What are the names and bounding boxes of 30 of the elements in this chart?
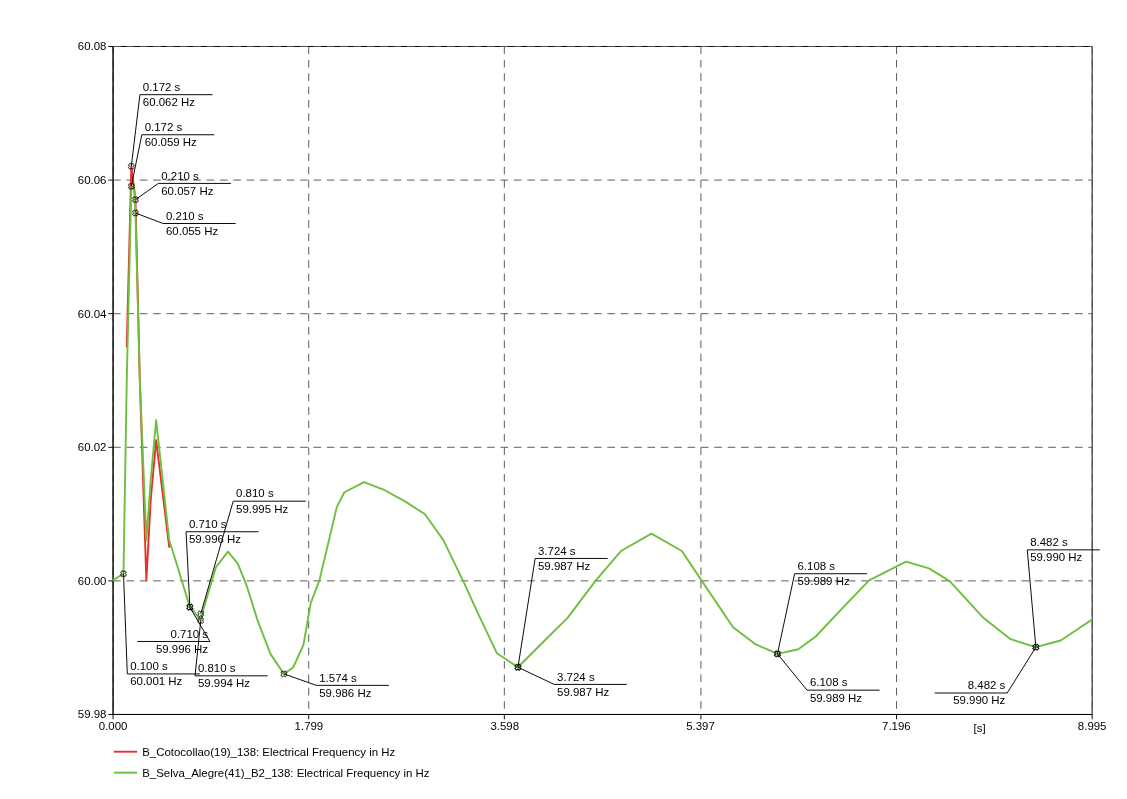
annotation: 8.482 s 59.990 Hz: [953, 679, 1006, 707]
annotation: 6.108 s 59.989 Hz: [797, 559, 850, 588]
annotation: 0.172 s 60.062 Hz: [142, 80, 196, 109]
annotation: 3.724 s 59.987 Hz: [537, 544, 591, 572]
x-tick-label: 5.397: [686, 719, 715, 732]
annotation: 0.172 s 60.059 Hz: [144, 120, 198, 149]
annotation: 3.724 s 59.987 Hz: [557, 670, 610, 698]
x-axis-title: [s]: [973, 721, 986, 734]
x-tick-label: 7.196: [882, 719, 911, 732]
annotation: 0.810 s 59.994 Hz: [197, 662, 251, 690]
annotation: 0.210 s 60.057 Hz: [161, 169, 214, 197]
y-tick-label: 60.02: [77, 441, 107, 454]
legend-label: B_Cotocollao(19)_138: Electrical Frequency in Hz: [142, 745, 396, 758]
x-tick-label: 8.995: [1077, 719, 1107, 732]
x-tick-label: 3.598: [490, 719, 520, 732]
y-tick-label: 60.00: [77, 574, 107, 587]
annotation: 0.100 s 60.001 Hz: [130, 660, 183, 688]
y-tick-label: 59.98: [77, 708, 107, 721]
y-tick-label: 60.08: [77, 40, 107, 53]
y-tick-label: 60.04: [77, 307, 108, 320]
legend-label: B_Selva_Alegre(41)_B2_138: Electrical Frequency in Hz: [142, 766, 430, 779]
annotation: 8.482 s 59.990 Hz: [1030, 536, 1083, 564]
x-tick-label: 0.000: [98, 719, 128, 732]
annotation: 0.710 s 59.996 Hz: [155, 627, 209, 655]
annotation: 1.574 s 59.986 Hz: [319, 671, 372, 699]
annotation: 0.810 s 59.995 Hz: [236, 487, 289, 515]
x-tick-label: 1.799: [294, 719, 324, 732]
annotation: 6.108 s 59.989 Hz: [809, 676, 863, 704]
y-tick-label: 60.06: [77, 173, 107, 186]
annotation: 0.210 s 60.055 Hz: [166, 209, 219, 237]
